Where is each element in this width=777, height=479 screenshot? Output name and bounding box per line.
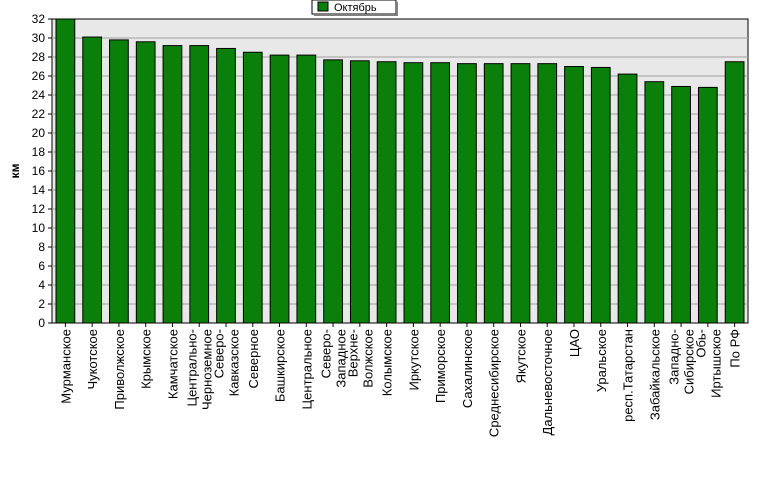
x-category-label: Уральское <box>594 329 609 392</box>
bar <box>242 51 263 324</box>
x-category-label: Приморское <box>433 329 448 403</box>
bar <box>349 60 370 324</box>
bar <box>564 66 584 324</box>
x-category-label: Башкирское <box>273 329 288 402</box>
x-category-label: По РФ <box>728 329 743 368</box>
y-tick-label: 26 <box>32 69 46 83</box>
bar <box>55 18 76 324</box>
legend-swatch <box>317 1 329 12</box>
x-category-label: Чукотское <box>85 329 100 390</box>
x-category-label: Западное <box>334 329 349 388</box>
bar <box>269 54 290 324</box>
y-tick-label: 10 <box>32 221 46 235</box>
x-category-label: Крымское <box>139 329 154 389</box>
bar <box>376 61 397 324</box>
x-category-label: Верхне- <box>345 329 360 377</box>
x-category-label: Иркутское <box>406 329 421 391</box>
bar <box>135 41 156 324</box>
x-category-label: Черноземное <box>200 329 215 410</box>
x-axis-labels: Мурманское Чукотское Приволжское Крымское Ка… <box>58 323 743 437</box>
bar <box>724 61 745 324</box>
bar <box>590 66 611 324</box>
bar <box>617 73 638 324</box>
legend-shadow <box>396 2 398 15</box>
bar <box>109 39 129 324</box>
bar <box>323 59 343 324</box>
bar <box>537 63 558 324</box>
y-tick-label: 14 <box>32 183 46 197</box>
x-category-label: Центральное <box>299 329 314 409</box>
x-category-label: Камчатское <box>165 329 180 399</box>
y-tick-label: 32 <box>32 12 46 26</box>
bar <box>82 36 103 324</box>
x-category-label: Сибирское <box>682 329 697 394</box>
x-category-label: Забайкальское <box>647 329 662 420</box>
y-tick-label: 30 <box>32 31 46 45</box>
bars-group <box>55 18 745 324</box>
x-category-label: Иртышское <box>708 329 723 398</box>
y-axis-title: км <box>8 163 22 178</box>
x-category-label: Кавказское <box>227 329 242 396</box>
bar <box>671 85 691 324</box>
y-tick-label: 2 <box>38 297 45 311</box>
y-tick-label: 18 <box>32 145 46 159</box>
x-category-label: Северо- <box>319 329 334 378</box>
bar <box>216 47 236 324</box>
y-tick-label: 6 <box>38 259 45 273</box>
y-tick-label: 0 <box>38 316 45 330</box>
x-category-label: Колымское <box>380 329 395 396</box>
x-category-label: Центрально- <box>185 329 200 407</box>
bar <box>457 63 477 324</box>
x-category-label: Северное <box>246 329 261 388</box>
bar <box>697 86 718 324</box>
y-tick-label: 12 <box>32 202 46 216</box>
x-category-label: Приволжское <box>112 329 127 410</box>
x-category-label: Северо- <box>212 329 227 378</box>
x-category-label: ЦАО <box>567 329 582 357</box>
bar <box>430 62 451 324</box>
y-tick-label: 8 <box>38 240 45 254</box>
y-tick-label: 20 <box>32 126 46 140</box>
bar <box>483 63 504 324</box>
x-category-label: респ.Татарстан <box>621 329 636 422</box>
y-tick-label: 22 <box>32 107 46 121</box>
bar <box>644 81 665 324</box>
legend: Октябрь <box>311 0 398 16</box>
legend-label: Октябрь <box>334 2 377 14</box>
y-tick-label: 24 <box>32 88 46 102</box>
x-category-label: Якутское <box>513 329 528 383</box>
x-category-label: Волжское <box>360 329 375 388</box>
bar <box>189 45 210 324</box>
bar <box>510 63 531 324</box>
y-tick-label: 16 <box>32 164 46 178</box>
bar <box>403 62 424 324</box>
x-category-label: Среднесибирское <box>487 329 502 437</box>
x-category-label: Западно- <box>667 329 682 385</box>
x-category-label: Обь- <box>693 329 708 358</box>
legend-shadow-bottom <box>314 14 398 16</box>
bar <box>162 45 183 324</box>
x-category-label: Дальневосточное <box>540 329 555 435</box>
y-tick-label: 28 <box>32 50 46 64</box>
y-tick-label: 4 <box>38 278 45 292</box>
x-category-label: Мурманское <box>58 329 73 404</box>
bar <box>296 54 317 324</box>
x-category-label: Сахалинское <box>460 329 475 408</box>
